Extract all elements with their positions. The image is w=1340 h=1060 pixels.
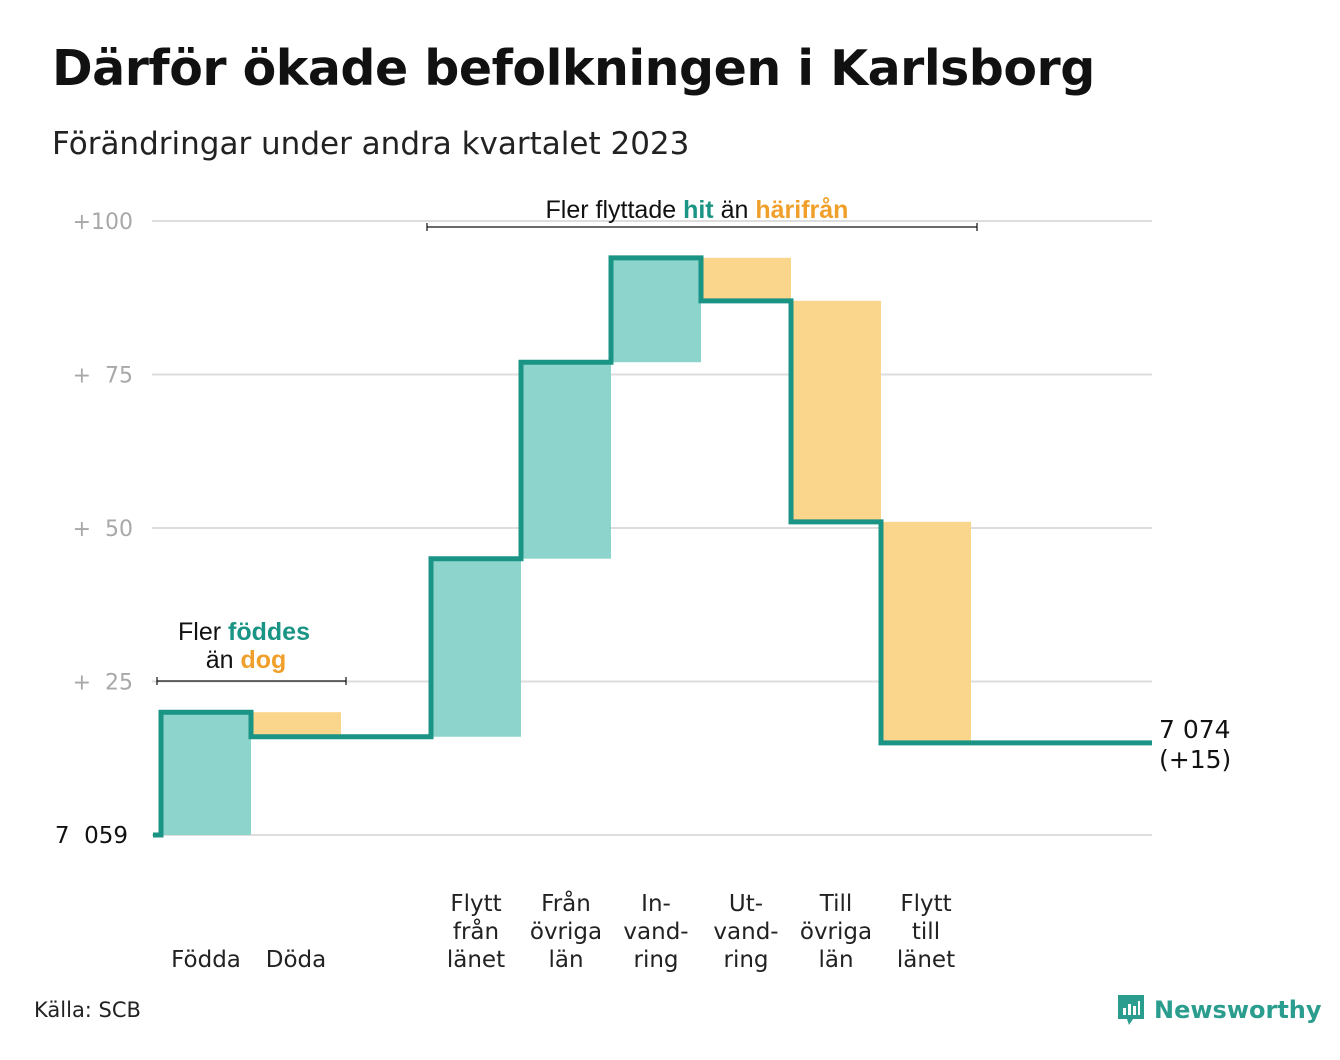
chart-subtitle: Förändringar under andra kvartalet 2023 bbox=[52, 126, 690, 162]
source-note: Källa: SCB bbox=[34, 998, 141, 1022]
y-tick-label: + 25 bbox=[73, 671, 133, 696]
births-annotation-prefix: Fler bbox=[178, 618, 221, 646]
category-label: In- bbox=[641, 891, 671, 917]
category-label: län bbox=[548, 947, 583, 973]
newsworthy-logo: Newsworthy bbox=[1116, 993, 1322, 1027]
newsworthy-logo-icon bbox=[1118, 995, 1144, 1025]
category-label: Födda bbox=[171, 947, 241, 973]
svg-text:Fler föddes: Fler föddes bbox=[178, 618, 310, 646]
increase-bar bbox=[431, 558, 521, 737]
svg-text:Fler flyttade hit: Fler flyttade hit än härifrån bbox=[546, 196, 849, 224]
category-label: från bbox=[453, 917, 499, 945]
births-annotation-middle: än bbox=[206, 646, 234, 674]
change-bars bbox=[161, 257, 971, 835]
category-label: Döda bbox=[266, 947, 326, 973]
decrease-bar bbox=[791, 300, 881, 522]
cumulative-step-line bbox=[153, 255, 1152, 838]
increase-bar bbox=[161, 712, 251, 835]
category-label: Flytt bbox=[450, 891, 501, 917]
migration-annotation: Fler flyttade hit än härifrån bbox=[426, 196, 978, 231]
category-label: ring bbox=[633, 947, 678, 973]
category-label: länet bbox=[897, 947, 955, 973]
decrease-bar bbox=[251, 712, 341, 737]
births-annotation-down: dog bbox=[240, 646, 286, 674]
category-label: län bbox=[818, 947, 853, 973]
start-value-label: 7 059 bbox=[55, 823, 128, 849]
migration-annotation-prefix: Fler flyttade bbox=[546, 196, 677, 224]
y-tick-label: +100 bbox=[73, 210, 133, 235]
category-label: länet bbox=[447, 947, 505, 973]
category-label: till bbox=[912, 919, 940, 945]
category-label: Ut- bbox=[729, 891, 763, 917]
category-label: vand- bbox=[713, 919, 778, 945]
decrease-bar bbox=[881, 521, 971, 743]
births-annotation: Fler föddes än dog bbox=[156, 618, 347, 685]
migration-annotation-middle: än bbox=[721, 196, 749, 224]
axis-labels: +100 + 75 + 50 + 25 7 059 7 074(+15) Födda Döda… bbox=[55, 210, 1231, 973]
chart-title: Därför ökade befolkningen i Karlsborg bbox=[52, 40, 1095, 97]
category-label: ring bbox=[723, 947, 768, 973]
decrease-bar bbox=[701, 257, 791, 301]
category-label: övriga bbox=[530, 919, 602, 945]
y-tick-label: + 75 bbox=[73, 364, 133, 389]
end-value-label: 7 074 bbox=[1159, 715, 1231, 744]
category-label: vand- bbox=[623, 919, 688, 945]
migration-annotation-up: hit bbox=[683, 196, 714, 224]
category-label: övriga bbox=[800, 919, 872, 945]
category-label: Till bbox=[819, 891, 853, 917]
category-label: Flytt bbox=[900, 891, 951, 917]
births-annotation-up: föddes bbox=[228, 618, 310, 646]
newsworthy-logo-text: Newsworthy bbox=[1154, 996, 1322, 1024]
increase-bar bbox=[611, 257, 701, 363]
migration-annotation-down: härifrån bbox=[755, 196, 848, 224]
svg-text:än dog: än dog bbox=[206, 646, 287, 674]
cumulative-line bbox=[153, 255, 1152, 838]
category-label: Från bbox=[541, 889, 591, 917]
end-value-label: (+15) bbox=[1159, 745, 1231, 774]
increase-bar bbox=[521, 362, 611, 559]
y-tick-label: + 50 bbox=[73, 517, 133, 542]
